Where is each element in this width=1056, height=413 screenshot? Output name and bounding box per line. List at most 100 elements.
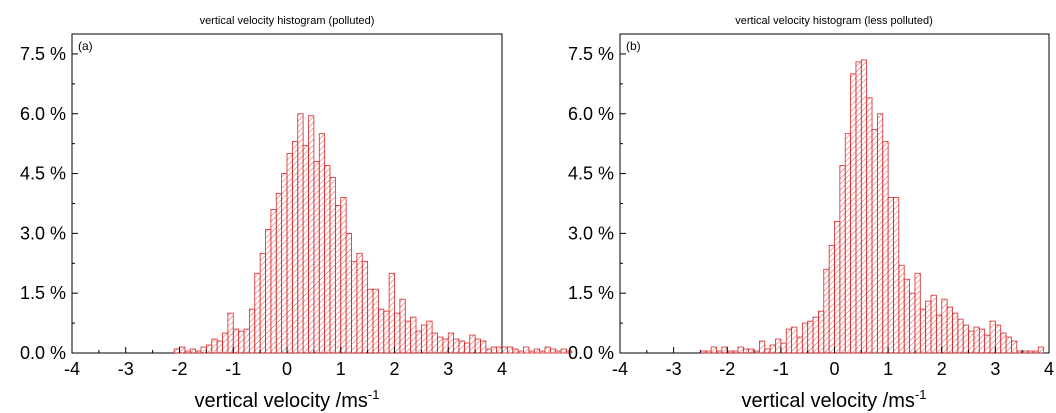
histogram-bar: [533, 348, 541, 354]
histogram-bar: [259, 252, 266, 354]
x-tick-label: -3: [666, 359, 682, 379]
histogram-bar: [737, 346, 744, 354]
histogram-bar: [823, 268, 830, 354]
histogram-bar: [189, 348, 197, 354]
panel-a-x-ticks: -4 -3 -2 -1 0 1 2 3 4: [64, 347, 507, 379]
y-tick-label: 1.5 %: [568, 283, 614, 303]
y-tick-label: 0.0 %: [20, 343, 66, 363]
histogram-bar: [517, 350, 524, 354]
histogram-bar: [989, 320, 996, 354]
x-tick-label: 1: [883, 359, 893, 379]
x-tick-label: -2: [171, 359, 187, 379]
histogram-bar: [490, 346, 498, 354]
histogram-bar: [930, 294, 937, 354]
histogram-bar: [200, 346, 207, 354]
histogram-bar: [984, 334, 991, 354]
panel-b-x-ticks: -4 -3 -2 -1 0 1 2 3 4: [612, 347, 1054, 379]
panel-b-label: (b): [626, 39, 641, 53]
histogram-bar: [807, 320, 814, 354]
histogram-bar: [388, 272, 395, 354]
x-tick-label: -2: [719, 359, 735, 379]
histogram-bar: [914, 272, 921, 354]
histogram-bar: [903, 278, 910, 354]
histogram-bar: [935, 314, 943, 354]
histogram-bar: [839, 165, 846, 354]
histogram-bar: [957, 318, 964, 354]
histogram-bar: [302, 145, 309, 354]
x-tick-label: -1: [225, 359, 241, 379]
histogram-bar: [710, 346, 717, 354]
histogram-bar: [523, 346, 530, 354]
histogram-bar: [555, 350, 562, 354]
histogram-bar: [496, 346, 503, 354]
histogram-bar: [474, 338, 481, 354]
histogram-bar: [549, 348, 557, 354]
histogram-bar: [313, 161, 320, 354]
histogram-bar: [753, 350, 760, 354]
histogram-bar: [345, 232, 352, 354]
histogram-bar: [415, 330, 422, 354]
histogram-bar: [281, 173, 288, 354]
y-tick-label: 3.0 %: [568, 223, 614, 243]
histogram-bar: [238, 330, 245, 354]
histogram-bar: [909, 292, 916, 354]
histogram-bar: [1011, 340, 1018, 354]
histogram-bar: [340, 197, 347, 354]
histogram-bar: [216, 340, 223, 354]
y-tick-label: 3.0 %: [20, 223, 66, 243]
histogram-bar: [1027, 350, 1034, 354]
histogram-bar: [877, 113, 884, 354]
panel-a-y-ticks: 0.0 % 1.5 % 3.0 % 4.5 % 6.0 % 7.5 %: [20, 44, 78, 363]
histogram-bar: [361, 260, 369, 354]
panel-a-label: (a): [78, 39, 93, 53]
histogram-bar: [270, 209, 277, 354]
histogram-bar: [469, 334, 476, 354]
x-tick-label: -4: [64, 359, 80, 379]
histogram-bar: [254, 272, 261, 354]
histogram-bar: [721, 346, 728, 354]
x-tick-label: 1: [336, 359, 346, 379]
histogram-bar: [560, 348, 567, 354]
histogram-bar: [453, 338, 460, 354]
histogram-bar: [184, 350, 191, 354]
histogram-bar: [1037, 346, 1045, 354]
histogram-bar: [775, 338, 782, 354]
histogram-bar: [1032, 350, 1039, 354]
histogram-bar: [318, 133, 326, 354]
histogram-bar: [732, 350, 739, 354]
histogram-bar: [1021, 350, 1028, 354]
histogram-bar: [442, 338, 449, 354]
histogram-bar: [887, 197, 894, 354]
histogram-bar: [866, 97, 873, 354]
histogram-bar: [801, 322, 809, 354]
histogram-bar: [978, 328, 986, 354]
histogram-bar: [748, 348, 755, 354]
histogram-bar: [994, 324, 1002, 354]
y-tick-label: 6.0 %: [20, 104, 66, 124]
histogram-bar: [850, 73, 857, 354]
histogram-bar: [855, 61, 862, 354]
histogram-bar: [394, 312, 401, 354]
histogram-bar: [946, 306, 953, 354]
histogram-bar: [828, 244, 835, 354]
histogram-bar: [544, 346, 551, 354]
histogram-bar: [404, 320, 412, 354]
histogram-bar: [383, 310, 390, 354]
panel-b-bars: [700, 59, 1045, 354]
histogram-bar: [501, 346, 508, 354]
histogram-bar: [796, 336, 803, 354]
panel-a: vertical velocity histogram (polluted) (…: [20, 15, 573, 412]
histogram-bar: [1000, 332, 1007, 354]
histogram-bar: [716, 350, 723, 354]
y-tick-label: 7.5 %: [20, 44, 66, 64]
x-tick-label: 0: [829, 359, 839, 379]
histogram-bar: [286, 153, 293, 354]
histogram-bar: [227, 312, 234, 354]
histogram-bar: [818, 310, 825, 354]
panel-b-y-ticks: 0.0 % 1.5 % 3.0 % 4.5 % 6.0 % 7.5 %: [568, 44, 626, 363]
histogram-bar: [211, 338, 218, 354]
histogram-bar: [463, 342, 471, 354]
histogram-bar: [764, 348, 771, 354]
histogram-bar: [377, 308, 385, 354]
histogram-bar: [705, 350, 712, 354]
